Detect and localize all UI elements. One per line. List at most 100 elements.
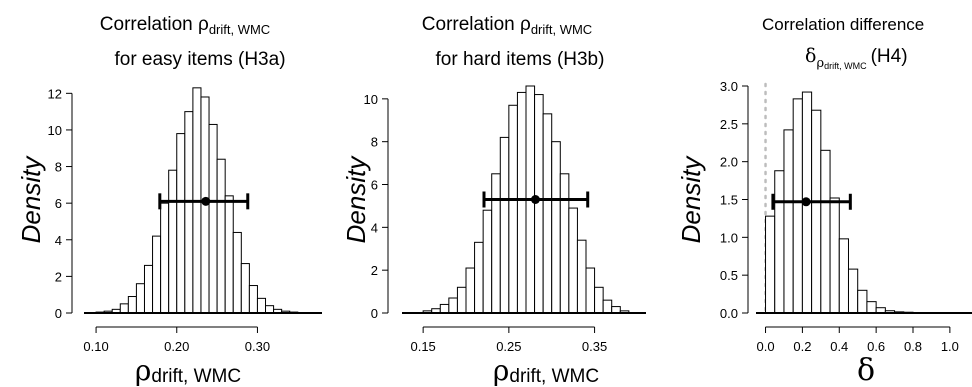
panel1-title-line2: for easy items (H3a) [114,49,285,70]
y-tick-label: 2.0 [720,155,738,170]
histogram-bar [838,238,849,314]
histogram-bar [783,129,794,314]
x-tick-label: 0.8 [904,339,922,354]
panel2-x-axis: 0.15 0.25 0.35 [410,326,607,354]
x-tick-label: 0.30 [245,339,270,354]
y-tick-label: 0.5 [720,268,738,283]
panel1-x-axis: 0.10 0.20 0.30 [83,326,270,354]
panel2-title-line1: Correlation ρdrift, WMC [422,14,592,37]
histogram-bar [857,289,868,314]
y-tick-label: 2.5 [720,117,738,132]
panel3-title-line1: Correlation difference [762,15,924,34]
panel1-title-line1: Correlation ρdrift, WMC [100,14,270,37]
y-tick-label: 6 [371,178,378,193]
mean-point [201,196,211,206]
histogram-bar [499,136,510,314]
histogram-bar [811,109,822,314]
histogram-bar [568,207,578,314]
panel1-y-axis-label: Density [16,155,46,244]
histogram-bar [866,301,877,314]
histogram-bar [765,215,776,314]
x-tick-label: 0.2 [793,339,811,354]
panel-easy-items: Correlation ρdrift, WMC for easy items (… [16,14,322,387]
y-tick-label: 10 [48,123,62,138]
panel2-y-axis: 0 2 4 6 8 10 [364,92,389,321]
y-tick-label: 2 [371,263,378,278]
histogram-bar [602,299,613,314]
x-tick-label: 0.35 [582,339,607,354]
y-tick-label: 3.0 [720,79,738,94]
histogram-bar [216,158,226,314]
histogram-bar [184,111,194,314]
panel3-title-line2: δρdrift, WMC (H4) [805,45,908,71]
y-tick-label: 8 [55,160,62,175]
panel3-y-axis-label: Density [676,155,706,244]
histogram-bar [542,113,553,314]
panel1-x-axis-label: ρdrift, WMC [135,354,241,387]
x-tick-label: 0.20 [164,339,189,354]
histogram-bar [585,267,596,314]
histogram-bar [448,297,458,314]
y-tick-label: 0.0 [720,306,738,321]
histogram-bar [774,170,785,314]
y-tick-label: 1.0 [720,230,738,245]
histogram-bar [847,268,859,314]
histogram-bar [152,235,162,314]
y-tick-label: 0 [55,306,62,321]
mean-point [801,197,811,207]
y-tick-label: 4 [371,220,378,235]
histogram-bar [516,91,527,314]
panel3-x-axis: 0.0 0.2 0.4 0.6 0.8 1.0 [756,326,959,354]
histogram-bar [224,195,234,314]
histogram-bar [474,241,484,314]
histogram-bar [551,141,561,314]
y-tick-label: 1.5 [720,193,738,208]
histogram-bar [168,169,178,314]
panel2-y-axis-label: Density [341,155,371,244]
histogram-bar [143,264,154,314]
panel1-credible-interval [158,193,250,210]
y-tick-label: 10 [364,92,378,107]
y-tick-label: 8 [371,135,378,150]
x-tick-label: 0.0 [756,339,774,354]
panel-hard-items: Correlation ρdrift, WMC for hard items (… [341,14,646,387]
x-tick-label: 0.6 [867,339,885,354]
y-tick-label: 0 [371,306,378,321]
histogram-bar [792,98,803,314]
histogram-bar [829,197,840,314]
histogram-bar [594,286,604,314]
histogram-bar [265,305,275,314]
histogram-bar [248,285,258,314]
histogram-bar [439,303,450,314]
histogram-bar [127,296,137,314]
histogram-bar [491,173,501,314]
panel1-y-axis: 0 2 4 6 8 10 12 [48,86,73,321]
panel3-credible-interval [771,193,852,210]
panel2-credible-interval [482,191,590,208]
panel-correlation-difference: Correlation difference δρdrift, WMC (H4) … [676,15,972,387]
y-tick-label: 6 [55,196,62,211]
histogram-bar [208,123,218,314]
histogram-bar [119,303,129,314]
x-tick-label: 0.10 [83,339,108,354]
histogram-bar [135,283,145,314]
histogram-bar [176,133,186,314]
histogram-bar [559,173,570,314]
x-tick-label: 0.15 [410,339,435,354]
histogram-bar [240,263,250,314]
x-tick-label: 1.0 [941,339,959,354]
histogram-bar [160,202,170,314]
x-tick-label: 0.4 [830,339,848,354]
histogram-bar [465,267,476,314]
panel3-x-axis-label: δ [857,353,875,387]
histogram-bar [256,297,267,314]
histogram-bar [576,239,587,314]
panel3-y-axis: 0.0 0.5 1.0 1.5 2.0 2.5 3.0 [720,79,749,321]
panel2-x-axis-label: ρdrift, WMC [493,354,599,387]
histogram-bar [232,231,242,314]
histogram-bar [508,104,518,314]
histogram-bar [482,209,493,314]
y-tick-label: 4 [55,233,62,248]
mean-point [530,195,540,204]
